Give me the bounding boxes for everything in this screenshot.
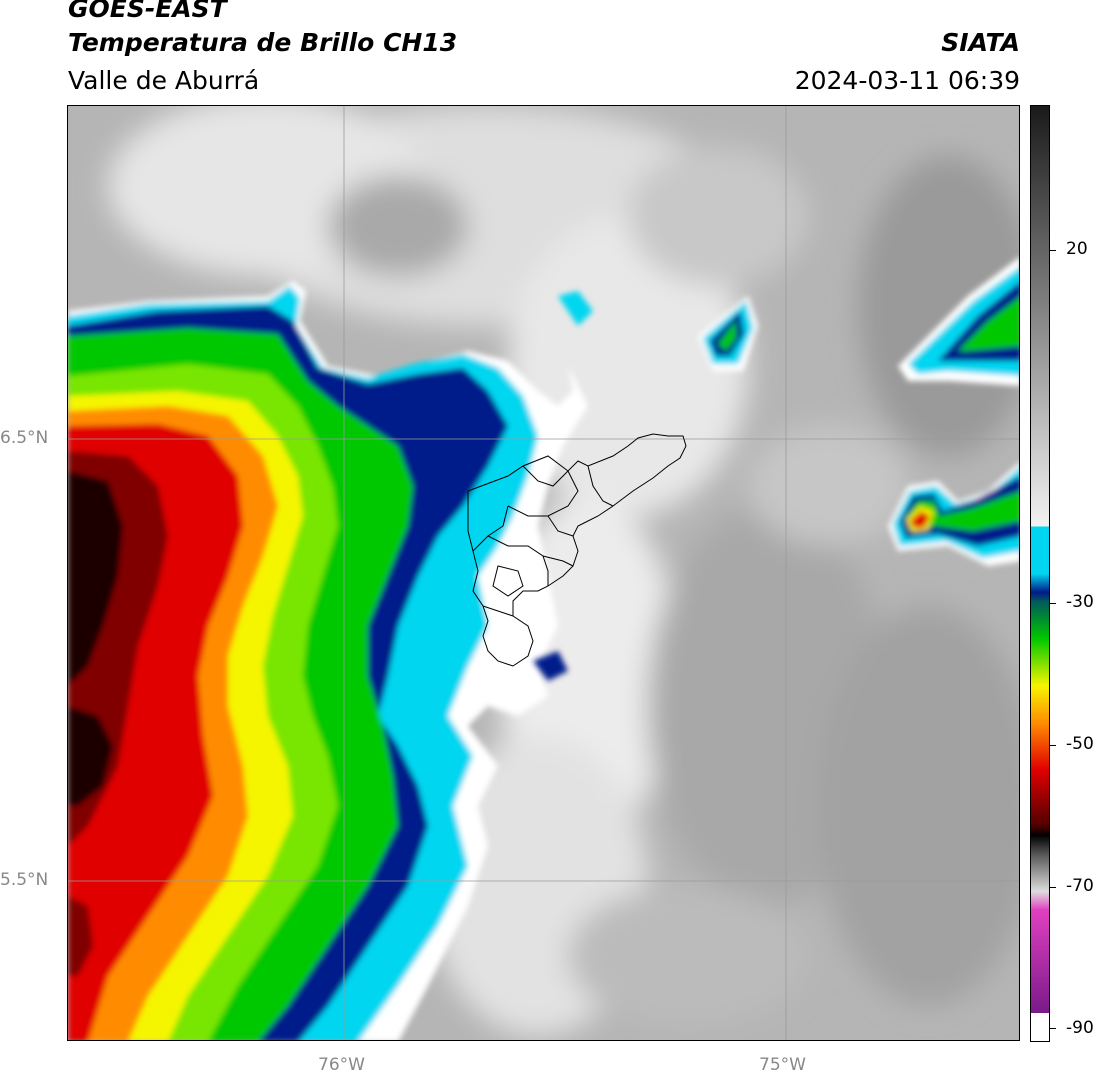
colorbar-tick [1050, 887, 1056, 888]
map-gridlines [68, 106, 1019, 1040]
colorbar-label-minus50: -50 [1066, 734, 1094, 754]
satellite-map[interactable] [67, 105, 1020, 1041]
colorbar-label-minus90: -90 [1066, 1018, 1094, 1038]
colorbar-label-20: 20 [1066, 239, 1088, 259]
organization-label: SIATA [941, 28, 1020, 57]
satellite-title: GOES-EAST [68, 0, 227, 23]
colorbar-label-minus70: -70 [1066, 876, 1094, 896]
timestamp: 2024-03-11 06:39 [794, 66, 1020, 95]
convective-cloud [68, 281, 588, 1040]
colorbar-tick [1050, 603, 1056, 604]
colorbar-tick [1050, 745, 1056, 746]
grey-cloud-texture [108, 106, 1019, 1036]
colorbar-tick [1050, 250, 1056, 251]
small-cold-patches [533, 257, 1019, 681]
colorbar-tick [1050, 1028, 1056, 1029]
lon-label-75: 75°W [759, 1055, 806, 1075]
temperature-colorbar [1030, 105, 1050, 1042]
region-label: Valle de Aburrá [68, 66, 260, 95]
colorbar-label-minus30: -30 [1066, 592, 1094, 612]
lon-label-76: 76°W [318, 1055, 365, 1075]
product-title: Temperatura de Brillo CH13 [68, 28, 458, 57]
lat-label-5.5: 5.5°N [0, 870, 49, 890]
municipality-boundaries [467, 433, 687, 667]
brightness-temperature-field [68, 106, 1019, 1040]
lat-label-6.5: 6.5°N [0, 428, 49, 448]
